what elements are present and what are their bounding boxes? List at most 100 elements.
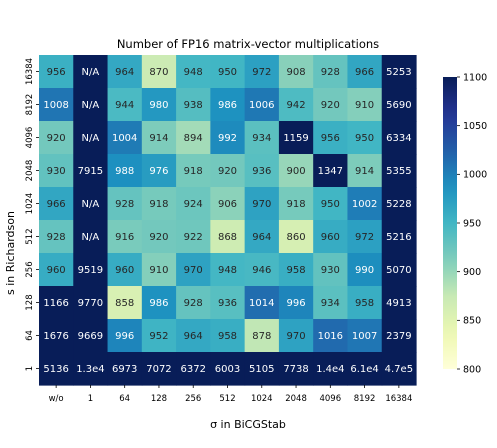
heatmap-cell	[381, 319, 417, 353]
heatmap-cell	[244, 121, 280, 155]
heatmap-cell	[107, 88, 143, 122]
heatmap-cell	[107, 319, 143, 353]
heatmap-cell	[244, 319, 280, 353]
heatmap-cell	[107, 352, 143, 386]
cell-label: 5136	[43, 364, 68, 375]
heatmap-cell	[176, 88, 211, 122]
heatmap-cell	[244, 187, 280, 221]
cell-label: 5105	[249, 364, 274, 375]
cell-label: 938	[184, 100, 203, 111]
x-tick-label: 1	[88, 394, 93, 404]
cell-label: 942	[287, 100, 306, 111]
heatmap-cell	[176, 121, 211, 155]
cell-label: 1166	[43, 298, 68, 309]
colorbar-tick-label: 1050	[463, 121, 487, 132]
cell-label: 6372	[181, 364, 206, 375]
cell-label: 966	[47, 199, 66, 210]
heatmap-cell	[244, 88, 280, 122]
heatmap-cell	[141, 286, 177, 320]
heatmap-cell	[39, 253, 74, 287]
cell-label: 5690	[386, 100, 411, 111]
cell-label: 9669	[78, 331, 103, 342]
heatmap-cell	[210, 154, 246, 188]
cell-label: 928	[184, 298, 203, 309]
cell-label: 996	[115, 331, 134, 342]
heatmap-cell	[381, 286, 417, 320]
cell-label: 1159	[283, 133, 308, 144]
heatmap-cell	[73, 319, 109, 353]
cell-label: 860	[287, 232, 306, 243]
x-axis-label: σ in BiCGStab	[210, 418, 286, 431]
heatmap-cell	[39, 187, 74, 221]
cell-label: 894	[184, 133, 203, 144]
cell-label: 5253	[386, 67, 411, 78]
heatmap-cell	[313, 55, 349, 89]
colorbar-ticks: 800 850 900 950 1000 1050 1100	[457, 72, 487, 375]
heatmap-cell	[210, 286, 246, 320]
x-tick-label: w/o	[49, 394, 64, 404]
heatmap-cell	[313, 88, 349, 122]
cell-label: 960	[321, 232, 340, 243]
heatmap-cell	[141, 319, 177, 353]
cell-label: 950	[321, 199, 340, 210]
cell-label: 1016	[318, 331, 343, 342]
cell-label: 964	[252, 232, 271, 243]
cell-label: 858	[115, 298, 134, 309]
cell-label: 5070	[386, 265, 411, 276]
heatmap-cell	[107, 286, 143, 320]
heatmap-cell	[347, 319, 383, 353]
x-tick-label: 256	[185, 394, 201, 404]
cell-label: 1007	[352, 331, 377, 342]
heatmap-cell	[278, 220, 314, 254]
heatmap-cell	[313, 253, 349, 287]
heatmap-cell	[176, 55, 211, 89]
heatmap-cell	[176, 154, 211, 188]
heatmap-cell	[210, 121, 246, 155]
heatmap-cell	[210, 319, 246, 353]
cell-label: 990	[355, 265, 374, 276]
cell-label: 946	[252, 265, 271, 276]
cell-label: 948	[184, 67, 203, 78]
heatmap-cell	[176, 286, 211, 320]
heatmap-cell	[313, 121, 349, 155]
y-tick-label: 8192	[25, 94, 35, 116]
heatmap-cell	[313, 187, 349, 221]
cell-label: 930	[47, 166, 66, 177]
cell-label: 1008	[43, 100, 68, 111]
cell-label: 1014	[249, 298, 274, 309]
cell-label: 948	[218, 265, 237, 276]
cell-label: 964	[184, 331, 203, 342]
heatmap-cell	[278, 154, 314, 188]
cell-label: 1002	[352, 199, 377, 210]
heatmap-cell	[39, 220, 74, 254]
heatmap-cell	[381, 121, 417, 155]
cell-label: 906	[218, 199, 237, 210]
cell-label: 966	[355, 67, 374, 78]
cell-label: 960	[47, 265, 66, 276]
heatmap-cell	[313, 154, 349, 188]
heatmap-cell	[210, 220, 246, 254]
y-tick-label: 128	[25, 294, 35, 310]
cell-label: N/A	[82, 100, 100, 111]
cell-label: 920	[47, 133, 66, 144]
heatmap-cell	[381, 55, 417, 89]
heatmap-cell	[39, 352, 74, 386]
heatmap-cell	[210, 253, 246, 287]
cell-label: 958	[355, 298, 374, 309]
cell-label: 4.7e5	[385, 364, 413, 375]
cell-label: 5216	[386, 232, 411, 243]
cell-label: 908	[287, 67, 306, 78]
heatmap-cell	[278, 286, 314, 320]
heatmap-cell	[381, 88, 417, 122]
colorbar-tick-label: 1000	[463, 170, 487, 181]
heatmap-cell	[176, 319, 211, 353]
heatmap-cell	[39, 319, 74, 353]
heatmap-cell	[107, 187, 143, 221]
heatmap-cell	[278, 352, 314, 386]
cell-label: 958	[218, 331, 237, 342]
cell-label: 868	[218, 232, 237, 243]
chart-title: Number of FP16 matrix-vector multiplicat…	[117, 37, 379, 51]
cell-label: 900	[287, 166, 306, 177]
cell-label: 972	[355, 232, 374, 243]
x-tick-label: 1024	[251, 394, 273, 404]
